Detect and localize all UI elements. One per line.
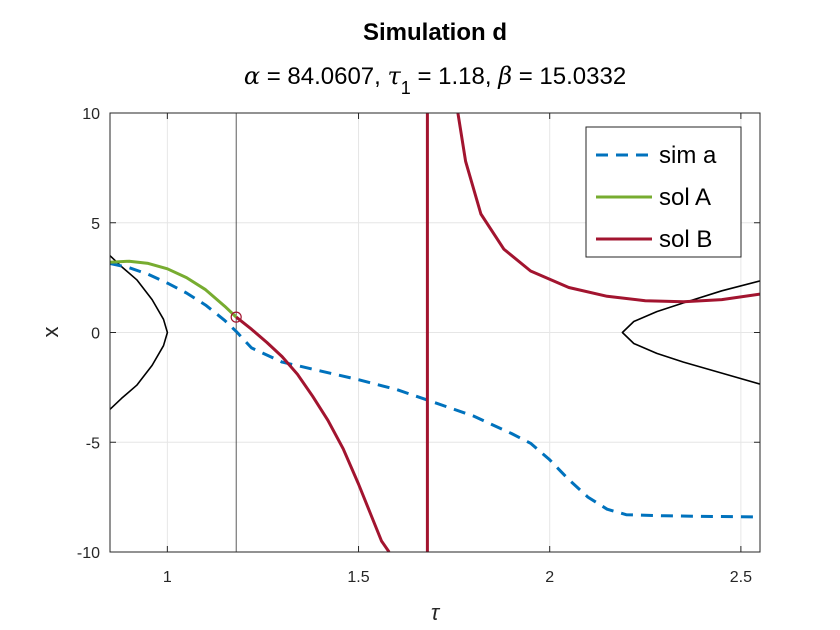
tau-subscript: 1 [401,78,411,98]
y-tick-label: 10 [82,106,100,123]
solution-marker [230,311,242,323]
series-sol-b-line [456,113,760,304]
series-layer [110,113,760,552]
alpha-value: = 84.0607, [260,63,387,90]
y-tick-label: 0 [91,326,100,343]
chart-title: Simulation d [363,19,507,46]
series-sol-a-line [110,259,238,319]
y-tick-label: 5 [91,216,100,233]
contour-curve-line [110,255,169,410]
x-tick-label: 1 [163,569,172,586]
chart-subtitle: α = 84.0607, τ1 = 1.18, β = 15.0332 [244,62,626,98]
y-tick-label: -5 [86,435,100,452]
beta-symbol: β [497,62,512,90]
x-tick-label: 2.5 [730,569,752,586]
legend-label-sol-a: sol A [659,184,711,211]
tau-symbol: τ [387,62,401,90]
contour-curve-line [621,280,760,385]
y-tick-label: -10 [77,545,100,562]
marker-layer [230,311,242,323]
series-sol-b-line [235,315,391,552]
series-sim-a-line [110,261,760,519]
tau-value: = 1.18, [411,63,498,90]
legend-label-sol-b: sol B [659,226,712,253]
legend: sim a sol A sol B [585,126,742,258]
beta-value: = 15.0332 [512,63,626,90]
legend-label-sim-a: sim a [659,142,717,169]
x-tick-label: 1.5 [347,569,369,586]
y-axis-label: x [38,327,63,338]
legend-box [585,126,742,258]
x-tick-label: 2 [545,569,554,586]
x-axis-label: τ [431,600,441,625]
ticks: 1 1.5 2 2.5 -10 -5 0 5 10 [77,106,760,586]
alpha-symbol: α [244,62,260,90]
